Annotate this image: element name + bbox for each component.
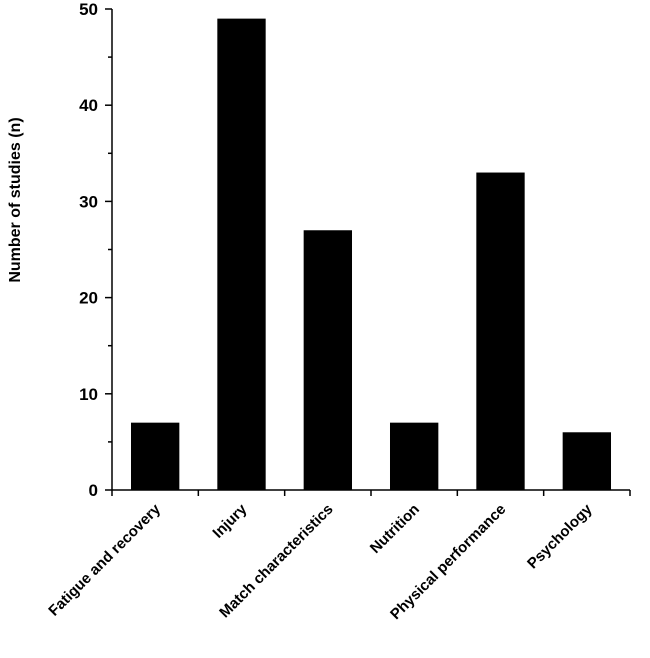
bar-fatigue-and-recovery: [130, 422, 180, 490]
x-category-label: Fatigue and recovery: [45, 500, 164, 619]
bar-injury: [217, 18, 266, 491]
bar-nutrition: [389, 422, 439, 490]
x-category-label: Injury: [209, 500, 250, 541]
bar-physical-performance: [476, 172, 525, 491]
y-axis-title: Number of studies (n): [7, 117, 24, 282]
bar-psychology: [562, 432, 612, 490]
y-tick-label: 0: [89, 481, 98, 500]
y-tick-label: 50: [79, 0, 98, 19]
y-tick-label: 20: [79, 289, 98, 308]
y-tick-label: 30: [79, 192, 98, 211]
y-tick-label: 40: [79, 96, 98, 115]
bar-match-characteristics: [303, 230, 353, 490]
x-category-label: Psychology: [524, 500, 596, 572]
x-axis-ticks: [111, 490, 631, 496]
y-axis-ticks: 0 10 20 30 40 50: [79, 0, 112, 500]
y-tick-label: 10: [79, 385, 98, 404]
x-category-label: Nutrition: [367, 501, 423, 557]
bars-group: [130, 18, 612, 491]
